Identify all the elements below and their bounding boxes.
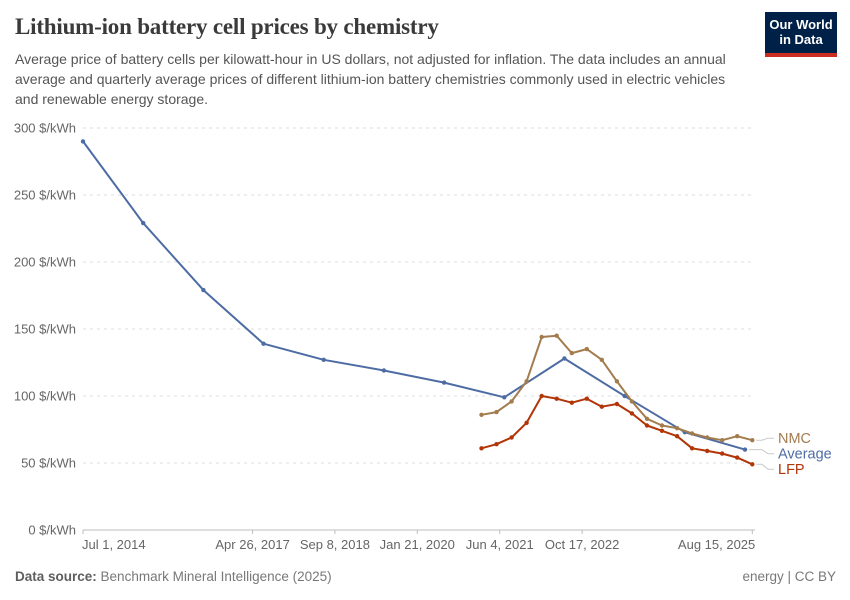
x-axis-label: Jan 21, 2020 [380,537,455,552]
legend-connector [756,437,774,441]
data-point[interactable] [509,399,514,404]
y-axis-label: 200 $/kWh [14,255,76,270]
data-point[interactable] [705,435,710,440]
data-source: Data source: Benchmark Mineral Intellige… [15,569,332,584]
data-point[interactable] [622,393,627,399]
y-axis-label: 50 $/kWh [21,456,76,471]
data-point[interactable] [554,333,559,338]
data-point[interactable] [141,220,146,226]
chart-footer: Data source: Benchmark Mineral Intellige… [15,569,836,584]
y-axis-label: 150 $/kWh [14,322,76,337]
data-point[interactable] [599,357,604,362]
nmc-line[interactable] [480,334,754,442]
data-point[interactable] [644,416,650,421]
series-nmc [479,333,755,443]
data-point[interactable] [569,350,574,356]
data-point[interactable] [509,435,514,440]
legend-connector [756,463,774,470]
series-average [80,139,748,452]
data-point[interactable] [539,393,544,399]
data-point[interactable] [644,423,650,428]
x-axis-label: Sep 8, 2018 [300,537,370,552]
y-axis-label: 100 $/kWh [14,389,76,404]
legend-nmc: NMC [756,431,811,447]
data-point[interactable] [562,356,567,361]
data-point[interactable] [524,420,529,425]
data-point[interactable] [502,395,507,400]
data-point[interactable] [80,139,86,144]
data-point[interactable] [321,357,326,362]
owid-logo-line2: in Data [779,32,823,47]
data-point[interactable] [674,434,680,439]
data-point[interactable] [629,399,635,404]
data-source-label: Data source: [15,569,97,584]
data-point[interactable] [569,400,574,405]
data-point[interactable] [599,404,604,409]
data-point[interactable] [659,423,665,428]
data-point[interactable] [674,426,680,431]
data-point[interactable] [201,287,206,293]
data-point[interactable] [479,412,484,417]
data-point[interactable] [689,446,695,451]
x-axis: Jul 1, 2014 Apr 26, 2017 Sep 8, 2018 Jan 21… [82,529,755,552]
legend-average: Average [749,447,832,463]
data-point[interactable] [705,448,710,454]
y-axis-label: 300 $/kWh [14,121,76,136]
chart-header: Lithium-ion battery cell prices by chemi… [15,12,760,109]
data-point[interactable] [539,334,544,340]
data-point[interactable] [629,411,635,416]
series-end-label[interactable]: LFP [778,462,805,478]
data-point[interactable] [750,462,755,467]
data-point[interactable] [720,451,725,456]
series-lfp [479,393,755,467]
data-point[interactable] [554,396,559,401]
y-axis-label: 0 $/kWh [28,523,76,538]
owid-logo-line1: Our World [769,17,833,32]
x-axis-label: Jul 1, 2014 [82,537,146,552]
data-point[interactable] [479,446,484,451]
chart-subtitle: Average price of battery cells per kilow… [15,51,726,107]
data-source-value: Benchmark Mineral Intelligence (2025) [100,569,332,584]
x-axis-label: Apr 26, 2017 [215,537,289,552]
y-axis-label: 250 $/kWh [14,188,76,203]
owid-logo[interactable]: Our World in Data [765,12,837,57]
data-point[interactable] [494,409,499,415]
data-point[interactable] [614,379,620,384]
data-point[interactable] [659,428,665,433]
data-point[interactable] [494,442,499,447]
data-point[interactable] [584,346,589,352]
data-point[interactable] [584,396,589,401]
data-point[interactable] [381,368,387,373]
legend-lfp: LFP [756,462,805,478]
page-title: Lithium-ion battery cell prices by chemi… [15,14,439,39]
data-point[interactable] [614,401,620,407]
data-point[interactable] [735,455,740,460]
data-point[interactable] [261,341,266,346]
series-end-label[interactable]: Average [778,447,832,463]
data-point[interactable] [689,431,695,436]
data-point[interactable] [735,434,740,439]
data-point[interactable] [524,379,529,384]
series-end-label[interactable]: NMC [778,431,811,447]
y-axis: 0 $/kWh 50 $/kWh 100 $/kWh 150 $/kWh 200 $/k… [14,121,755,538]
license-note: energy | CC BY [742,569,836,584]
average-line[interactable] [82,140,746,451]
lfp-line[interactable] [480,395,754,466]
data-point[interactable] [441,380,447,385]
legend-connector [749,449,774,455]
data-point[interactable] [750,438,755,443]
x-axis-label: Jun 4, 2021 [466,537,534,552]
x-axis-label: Oct 17, 2022 [545,537,619,552]
data-point[interactable] [720,438,725,443]
x-axis-label: Aug 15, 2025 [678,537,755,552]
data-point[interactable] [742,447,748,452]
